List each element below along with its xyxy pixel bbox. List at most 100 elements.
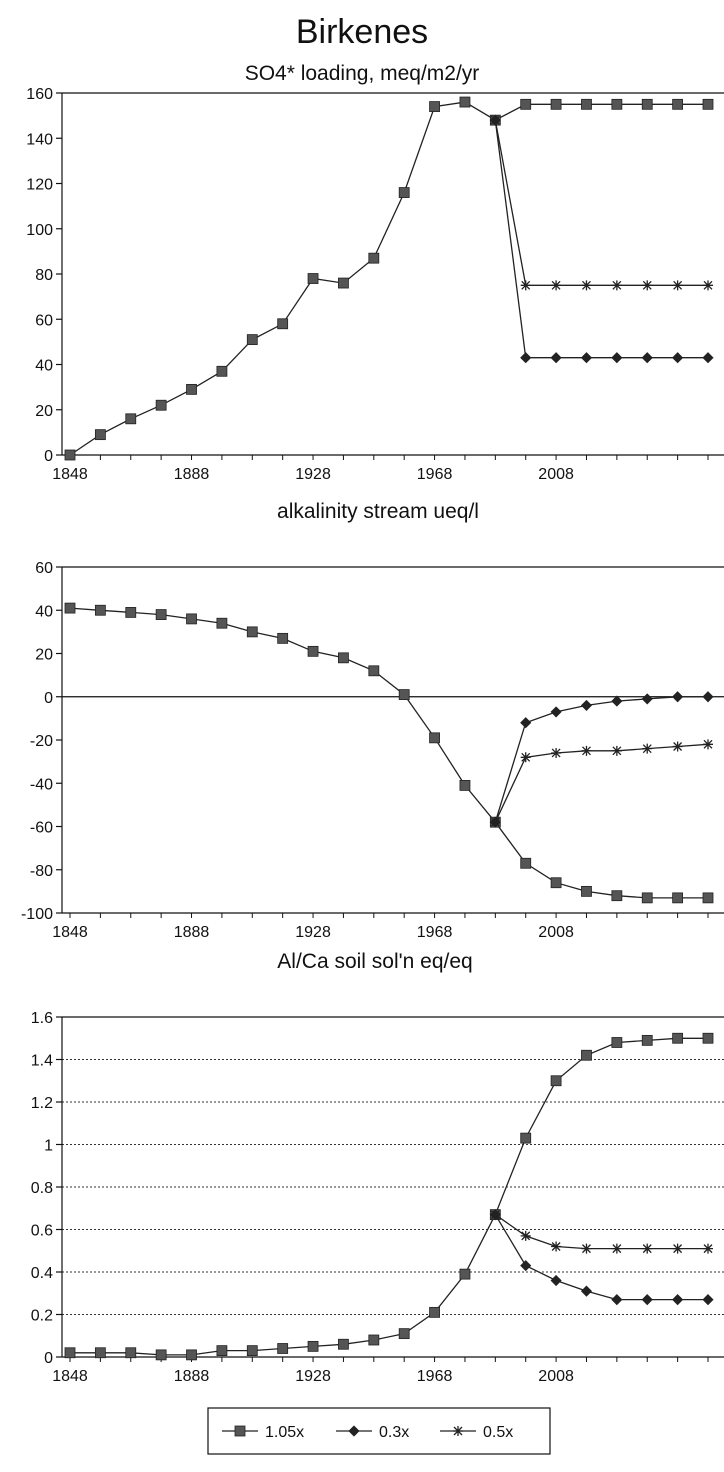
data-point <box>581 98 592 110</box>
data-point <box>642 1243 653 1254</box>
data-point <box>338 1338 349 1350</box>
y-tick-label: 40 <box>35 603 53 620</box>
legend-entry-0.5x: 0.5x <box>440 1424 513 1441</box>
data-point <box>155 399 167 411</box>
y-tick-label: 1.2 <box>31 1095 53 1112</box>
chart-panel-3: Al/Ca soil sol'n eq/eq 0 0.2 0.4 0.6 0.8 1 1.2 1… <box>31 950 724 1385</box>
data-point <box>581 1243 592 1254</box>
data-point <box>94 1347 106 1359</box>
chart-title: SO4* loading, meq/m2/yr <box>245 62 480 85</box>
chart-title: Al/Ca soil sol'n eq/eq <box>277 950 472 973</box>
data-point <box>672 352 684 364</box>
data-point <box>702 1032 714 1044</box>
y-tick-label: 120 <box>26 177 53 194</box>
series-0.5x <box>490 1209 713 1254</box>
x-tick-label: 1928 <box>295 924 331 941</box>
data-point <box>641 693 653 705</box>
legend-entry-1.05x: 1.05x <box>222 1424 304 1441</box>
data-point <box>490 1209 501 1220</box>
data-point <box>459 96 471 108</box>
data-point <box>64 449 76 461</box>
data-point <box>459 780 471 791</box>
y-tick-label: -100 <box>21 906 53 923</box>
data-point <box>672 1243 683 1254</box>
data-point <box>429 1306 440 1318</box>
figure-title: Birkenes <box>296 13 428 51</box>
data-point <box>155 609 167 620</box>
data-point <box>64 602 76 614</box>
legend: 1.05x 0.3x 0.5x <box>207 1407 551 1455</box>
data-point <box>672 691 684 703</box>
data-point <box>64 1347 76 1359</box>
data-point <box>611 890 623 902</box>
data-point <box>672 98 684 110</box>
y-tick-label: 1.6 <box>31 1010 53 1027</box>
data-point <box>277 632 289 644</box>
legend-marker <box>453 1426 463 1436</box>
data-point <box>702 1294 714 1306</box>
y-tick-label: -20 <box>30 733 53 750</box>
data-point <box>672 892 684 904</box>
data-point <box>672 741 683 752</box>
data-point <box>581 280 592 291</box>
data-point <box>551 280 562 291</box>
data-point <box>551 747 562 758</box>
y-tick-label: 0.2 <box>31 1308 53 1325</box>
x-tick-label: 1888 <box>174 924 210 941</box>
legend-marker <box>348 1425 360 1437</box>
chart-panel-2: alkalinity stream ueq/l 60 40 20 0 -20 -40 -60 -… <box>21 500 724 941</box>
data-point <box>520 1230 531 1241</box>
x-tick-label: 2008 <box>538 466 574 483</box>
data-point <box>368 665 380 677</box>
data-point <box>520 717 532 729</box>
y-tick-label: 140 <box>26 131 53 148</box>
series-line <box>494 119 708 286</box>
data-point <box>520 857 532 869</box>
data-point <box>550 352 562 364</box>
data-point <box>550 706 562 718</box>
data-point <box>703 280 713 291</box>
data-point <box>155 1349 167 1361</box>
x-tick-label: 2008 <box>538 1368 574 1385</box>
x-tick-label: 1928 <box>295 466 331 483</box>
data-point <box>520 352 532 364</box>
x-tick-label: 1888 <box>174 1368 210 1385</box>
data-point <box>580 352 593 364</box>
legend-marker <box>234 1425 246 1437</box>
y-tick-label: 60 <box>35 312 53 329</box>
data-point <box>611 1294 623 1306</box>
data-point <box>216 365 228 377</box>
data-point <box>702 98 714 110</box>
x-tick-label: 1968 <box>417 924 453 941</box>
series-line <box>69 607 708 899</box>
data-point <box>551 1241 562 1252</box>
data-point <box>429 101 440 112</box>
data-point <box>125 413 137 425</box>
data-point <box>277 1343 289 1354</box>
series-line <box>494 1214 708 1250</box>
data-point <box>642 743 653 754</box>
data-point <box>398 689 410 700</box>
data-point <box>186 613 197 625</box>
data-point <box>459 1268 471 1280</box>
data-point <box>338 652 349 664</box>
series-1.05x <box>64 96 714 461</box>
y-tick-label: 160 <box>26 86 53 103</box>
data-point <box>550 877 562 889</box>
series-line <box>494 120 708 359</box>
data-point <box>94 429 106 441</box>
data-point <box>703 739 713 750</box>
data-point <box>246 1345 258 1357</box>
data-point <box>216 617 228 629</box>
data-point <box>307 273 319 284</box>
data-point <box>125 1347 137 1359</box>
data-point <box>641 1034 653 1046</box>
data-point <box>611 695 623 707</box>
data-point <box>368 1334 380 1346</box>
y-tick-label: 100 <box>26 222 53 239</box>
data-point <box>581 1049 592 1061</box>
y-tick-label: 20 <box>35 647 53 664</box>
x-tick-label: 1848 <box>52 466 88 483</box>
data-point <box>641 1294 653 1306</box>
